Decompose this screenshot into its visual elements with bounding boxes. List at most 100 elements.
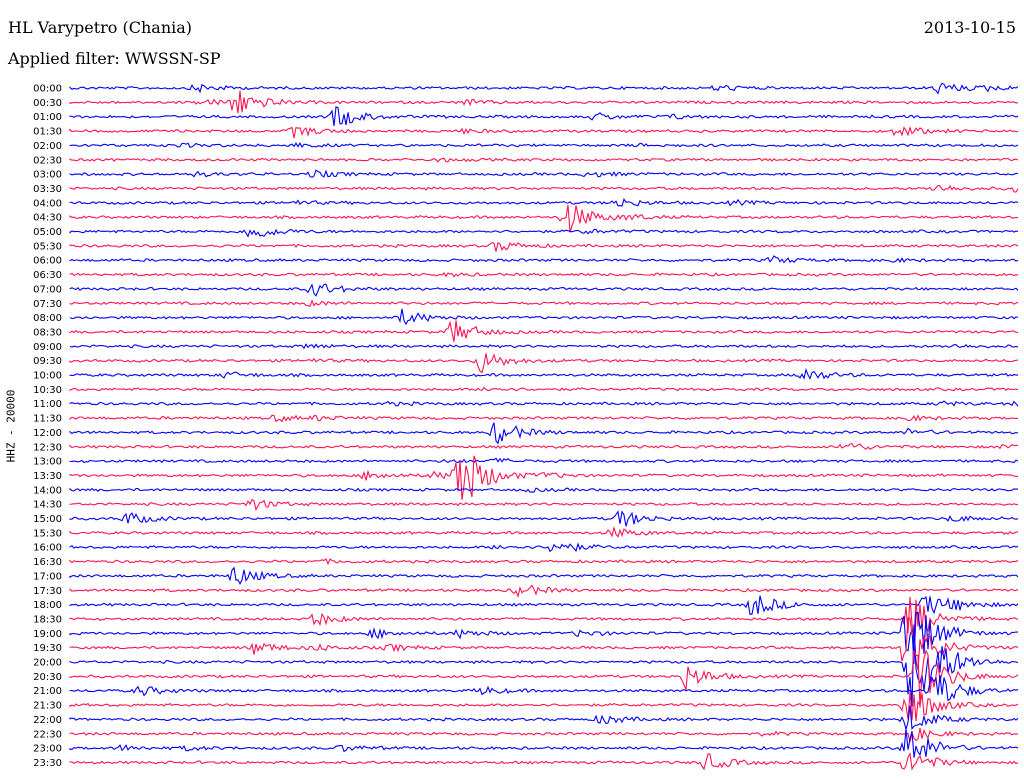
trace-line [69,271,1019,278]
time-label: 22:30 [33,729,62,740]
trace-line [69,228,1019,238]
time-label: 17:00 [33,571,62,582]
time-label: 14:00 [33,485,62,496]
time-label: 09:30 [33,356,62,367]
trace-line [69,617,1019,671]
time-label: 21:00 [33,686,62,697]
station-title: HL Varypetro (Chania) [8,18,193,37]
time-label: 00:00 [33,84,62,95]
trace-line [69,752,1019,771]
trace-line [69,82,1019,95]
time-label: 16:30 [33,557,62,568]
trace-line [69,510,1019,527]
time-label: 02:00 [33,141,62,152]
time-label: 03:00 [33,170,62,181]
time-label: 22:00 [33,715,62,726]
trace-line [69,353,1019,374]
time-label: 13:00 [33,457,62,468]
time-label: 12:30 [33,442,62,453]
time-label: 05:00 [33,227,62,238]
time-label: 07:00 [33,284,62,295]
trace-line [69,558,1019,566]
trace-line [69,299,1019,307]
time-label: 11:30 [33,414,62,425]
time-label: 14:30 [33,500,62,511]
trace-line [69,675,1019,702]
time-label: 01:30 [33,127,62,138]
time-label: 02:30 [33,155,62,166]
time-label: 04:00 [33,198,62,209]
trace-line [69,106,1019,127]
time-label: 23:30 [33,758,62,769]
time-label: 19:30 [33,643,62,654]
time-label: 18:30 [33,614,62,625]
time-label: 07:30 [33,299,62,310]
trace-line [69,414,1018,423]
trace-line [69,125,1019,139]
trace-line [69,283,1019,297]
trace-line [69,255,1019,264]
record-date: 2013-10-15 [923,18,1016,37]
trace-line [69,455,1019,500]
traces [69,82,1019,771]
trace-line [69,197,1019,207]
time-label: 10:00 [33,371,62,382]
time-label: 19:00 [33,629,62,640]
trace-line [69,422,1019,445]
time-label: 08:30 [33,327,62,338]
time-label: 20:00 [33,658,62,669]
trace-line [69,705,1019,732]
trace-line [69,142,1019,149]
trace-line [69,157,1019,163]
time-label: 04:30 [33,213,62,224]
trace-line [69,596,1019,639]
trace-line [69,649,1019,708]
time-label: 09:00 [33,342,62,353]
time-label: 15:00 [33,514,62,525]
time-label: 08:00 [33,313,62,324]
trace-line [69,691,1019,722]
time-label: 06:00 [33,256,62,267]
filter-label: Applied filter: WWSSN-SP [8,49,221,68]
time-label: 13:30 [33,471,62,482]
trace-line [69,566,1019,586]
trace-line [69,367,1019,380]
trace-line [69,526,1019,538]
time-label: 16:00 [33,543,62,554]
time-label: 10:30 [33,385,62,396]
time-label: 01:00 [33,112,62,123]
trace-line [69,386,1019,392]
time-labels: 00:00 00:30 01:00 01:30 02:00 02:30 03:00 03:30… [33,84,62,769]
time-label: 17:30 [33,586,62,597]
trace-line [69,241,1019,252]
time-label: 20:30 [33,672,62,683]
time-label: 00:30 [33,98,62,109]
time-label: 21:30 [33,701,62,712]
time-label: 05:30 [33,241,62,252]
time-label: 23:00 [33,744,62,755]
trace-line [69,595,1019,616]
time-label: 03:30 [33,184,62,195]
trace-line [69,611,1019,664]
trace-line [69,442,1019,450]
trace-line [69,728,1019,758]
time-label: 11:00 [33,399,62,410]
time-label: 15:30 [33,528,62,539]
time-label: 06:30 [33,270,62,281]
trace-line [69,90,1019,114]
trace-line [69,184,1019,193]
trace-line [69,320,1019,342]
trace-line [69,487,1019,493]
time-label: 12:00 [33,428,62,439]
trace-line [69,624,1019,707]
time-label: 18:00 [33,600,62,611]
trace-line [69,498,1019,511]
trace-line [69,542,1019,553]
trace-line [69,727,1019,743]
trace-line [69,457,1019,464]
trace-line [69,400,1019,407]
trace-line [69,169,1019,178]
trace-line [69,204,1019,233]
trace-line [69,343,1019,350]
